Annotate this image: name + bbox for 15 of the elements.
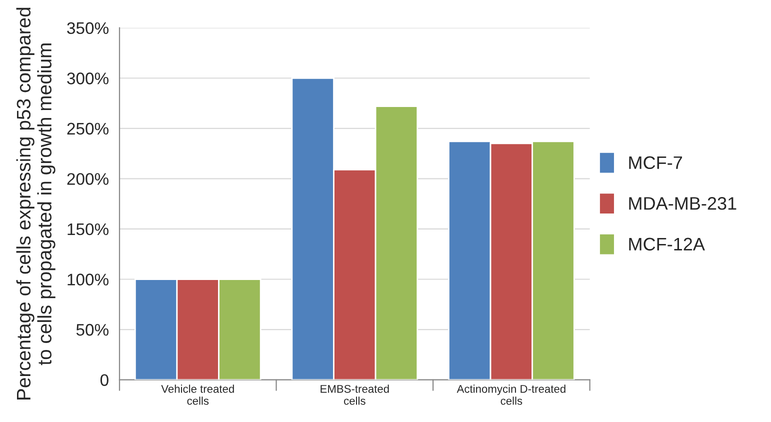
y-tick-label: 0 [100,374,108,386]
y-tick-label: 300% [67,72,108,84]
y-tick-label: 250% [67,122,108,135]
legend-label: MCF-12A [629,238,705,251]
y-tick-label: 100% [68,274,108,286]
y-tick-label: 200% [67,173,108,185]
x-tick-label: Actinomycin D-treated cells [456,384,566,405]
y-tick-label: 50% [76,324,108,336]
x-tick-label: EMBS-treated cells [320,384,389,405]
y-tick-label: 150% [68,223,108,236]
legend-label: MDA-MB-231 [629,197,736,210]
x-tick-label: Vehicle treated cells [161,384,234,405]
y-axis-title: Percentage of cells expressing p53 compared to cells propagated in growth medium [16,8,56,400]
y-tick-label: 350% [67,22,108,34]
legend-label: MCF-7 [629,156,682,170]
